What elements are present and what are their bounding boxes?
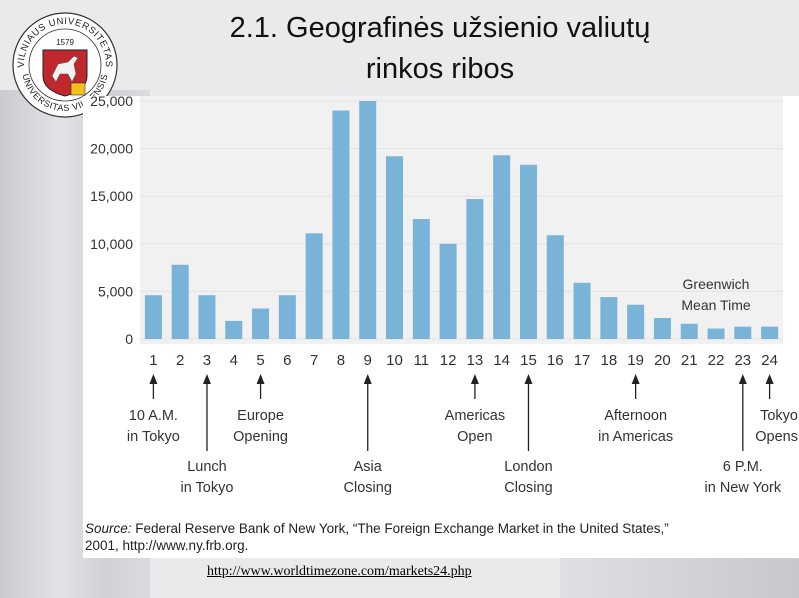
chart-source: Source: Federal Reserve Bank of New York… (85, 520, 785, 554)
annotation-arrowhead (363, 374, 372, 384)
bar-hour-5 (252, 308, 270, 339)
gmt-label: Greenwich (683, 276, 750, 292)
bar-hour-19 (627, 304, 645, 339)
x-tick-label: 21 (681, 352, 698, 369)
x-tick-label: 6 (283, 352, 291, 369)
annotation-label: 10 A.M. (129, 408, 178, 424)
x-tick-label: 8 (337, 352, 345, 369)
title-line-2: rinkos ribos (365, 53, 515, 85)
slide-title: 2.1. Geografinės užsienio valiutų rinkos… (140, 8, 740, 90)
source-text: Federal Reserve Bank of New York, “The F… (131, 521, 669, 536)
bar-hour-12 (439, 243, 457, 339)
bar-hour-24 (761, 326, 779, 339)
x-tick-label: 7 (310, 352, 318, 369)
x-tick-label: 9 (364, 352, 372, 369)
bar-hour-8 (332, 110, 350, 339)
x-tick-label: 15 (520, 352, 537, 369)
annotation-label: in Tokyo (127, 429, 180, 445)
annotation-arrowhead (631, 374, 640, 384)
annotation-arrowhead (149, 374, 158, 384)
annotation-arrowhead (765, 374, 774, 384)
x-tick-label: 16 (547, 352, 564, 369)
title-line-1: 2.1. Geografinės užsienio valiutų (229, 12, 651, 44)
annotation-arrowhead (524, 374, 533, 384)
y-tick-label: 20,000 (90, 141, 133, 157)
bar-hour-15 (519, 164, 537, 339)
plot-area (140, 96, 783, 344)
x-tick-label: 12 (440, 352, 457, 369)
x-tick-label: 3 (203, 352, 211, 369)
bar-hour-2 (171, 264, 189, 339)
annotation-arrowhead (256, 374, 265, 384)
source-label: Source: (85, 521, 132, 536)
x-tick-label: 24 (761, 352, 778, 369)
x-tick-label: 4 (230, 352, 238, 369)
annotation-arrowhead (738, 374, 747, 384)
annotation-label: Afternoon (604, 408, 667, 424)
bar-hour-9 (359, 101, 377, 339)
annotation-arrowhead (202, 374, 211, 384)
bar-hour-3 (198, 295, 216, 339)
bar-hour-6 (278, 295, 296, 339)
annotation-label: London (504, 459, 552, 475)
annotation-arrowhead (470, 374, 479, 384)
markets-link[interactable]: http://www.worldtimezone.com/markets24.p… (207, 564, 472, 579)
y-tick-label: 15,000 (90, 188, 133, 204)
x-tick-label: 19 (627, 352, 644, 369)
bar-hour-11 (412, 219, 430, 339)
bar-hour-7 (305, 233, 323, 339)
annotation-label: Asia (354, 459, 383, 475)
annotation-label: Closing (504, 480, 552, 496)
annotation-label: Opening (233, 429, 288, 445)
university-seal-logo: VILNIAUS UNIVERSITETAS UNIVERSITAS VILNE… (12, 12, 118, 118)
bar-hour-4 (225, 320, 243, 339)
bar-hour-17 (573, 282, 591, 339)
bar-hour-1 (144, 295, 162, 339)
bar-hour-10 (386, 156, 404, 339)
y-tick-label: 5,000 (98, 283, 133, 299)
annotation-label: in Americas (598, 429, 673, 445)
x-tick-label: 11 (414, 352, 430, 369)
bar-hour-16 (546, 235, 564, 339)
x-tick-label: 22 (708, 352, 725, 369)
x-tick-label: 10 (386, 352, 403, 369)
x-tick-label: 1 (149, 352, 157, 369)
x-tick-label: 20 (654, 352, 671, 369)
x-tick-label: 5 (256, 352, 264, 369)
x-tick-label: 23 (734, 352, 751, 369)
x-tick-label: 13 (467, 352, 484, 369)
bar-hour-23 (734, 326, 752, 339)
source-text-line2: 2001, http://www.ny.frb.org. (85, 538, 249, 553)
annotation-label: Closing (344, 480, 392, 496)
bar-hour-13 (466, 199, 484, 339)
bar-hour-21 (680, 323, 698, 339)
annotation-label: in Tokyo (181, 480, 234, 496)
annotation-label: Tokyo (760, 408, 798, 424)
x-tick-label: 14 (493, 352, 510, 369)
y-tick-label: 0 (125, 331, 133, 347)
annotation-label: Opens (755, 429, 798, 445)
bar-hour-14 (493, 155, 511, 339)
bar-hour-18 (600, 297, 618, 339)
y-tick-label: 10,000 (90, 236, 133, 252)
x-tick-label: 18 (601, 352, 618, 369)
seal-year: 1579 (56, 38, 74, 47)
y-tick-label: 25,000 (90, 96, 133, 109)
bar-hour-20 (653, 318, 671, 339)
gmt-label: Mean Time (681, 297, 750, 313)
annotation-label: 6 P.M. (723, 459, 763, 475)
x-tick-label: 2 (176, 352, 184, 369)
annotation-label: Lunch (187, 459, 227, 475)
bar-hour-22 (707, 328, 725, 339)
chart-figure: 0 5,000 10,000 15,000 20,000 25,000 1 2 3 4 5 6 7 8 9 1… (83, 96, 799, 558)
annotation-label: in New York (705, 480, 782, 496)
annotation-label: Americas (445, 408, 505, 424)
x-tick-label: 17 (574, 352, 591, 369)
annotation-label: Europe (237, 408, 284, 424)
annotation-label: Open (457, 429, 492, 445)
